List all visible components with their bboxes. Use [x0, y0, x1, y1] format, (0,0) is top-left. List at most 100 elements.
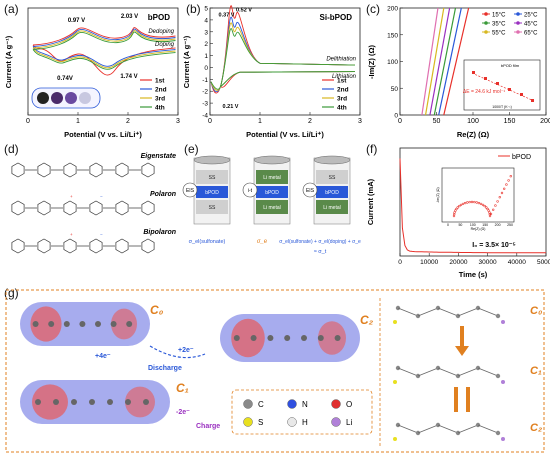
chart-b-xtick: 1 — [258, 118, 262, 125]
cell-layer-label: SS — [209, 205, 216, 211]
chart-c-legend-item: 65°C — [524, 30, 538, 36]
chart-b-xlabel: Potential (V vs. Li/Li⁺) — [246, 130, 324, 139]
chart-f-inset-xtick: 250 — [507, 223, 513, 227]
chart-c: 0 50 100 150 200 0 50 100 150 200 Re(Z) (Ω) -Im(Z… — [367, 6, 550, 140]
chart-c-series-line — [433, 7, 457, 116]
polaron-state-label: Eigenstate — [141, 153, 177, 160]
panel-label-a: (a) — [4, 2, 19, 16]
state-label-right: C₂ — [530, 422, 542, 434]
chart-a-xlabel: Potential (V vs. Li/Li⁺) — [64, 130, 142, 139]
state-label-right: C₁ — [530, 365, 542, 377]
chart-f-inset: Re(Z) (Ω) -Im(Z) (Ω) 0 50 100 150 200 250 — [436, 167, 515, 231]
chart-f-inset-xlabel: Re(Z) (Ω) — [471, 227, 486, 231]
chart-f-legend: bPOD — [512, 154, 531, 161]
chart-b-series-line — [210, 28, 356, 90]
polaron-row: + − Polaron — [11, 191, 176, 216]
molecule-c2 — [220, 314, 360, 362]
chart-b-ylabel: Current (A g⁻¹) — [182, 35, 191, 88]
chart-b-annotation: Delithiation — [326, 56, 356, 62]
chart-b-ytick: -1 — [202, 77, 208, 84]
chart-f-xtick: 0 — [398, 259, 402, 266]
cell-layer-label: bPOD — [205, 190, 219, 196]
chart-a-annotation: 2.03 V — [121, 14, 138, 20]
chart-f-xtick: 40000 — [508, 259, 526, 266]
chart-b-ytick: 2 — [204, 41, 208, 48]
chart-c-series-line — [429, 7, 451, 116]
state-label-right: C₀ — [530, 305, 542, 317]
chart-b-legend-item: 2nd — [337, 87, 349, 94]
chart-a-legend-item: 2nd — [155, 87, 167, 94]
chart-f-inset-xtick: 150 — [482, 223, 488, 227]
chart-f-xtick: 30000 — [479, 259, 497, 266]
chart-b-legend-item: 1st — [337, 78, 347, 85]
chart-b: Si-bPOD 0 1 2 3 5 4 3 2 1 0 -1 -2 -3 -4 Potential (V … — [182, 5, 362, 139]
chart-c-xlabel: Re(Z) (Ω) — [457, 130, 490, 139]
cell-caption-4: ≈ σ_t — [314, 249, 327, 255]
arrow-label: Discharge — [148, 365, 182, 372]
legend-element: O — [346, 400, 352, 409]
chart-b-ytick: -3 — [202, 101, 208, 108]
chart-b-legend-item: 3rd — [337, 96, 347, 103]
panel-label-d: (d) — [4, 142, 19, 156]
chart-f-series-line — [399, 158, 546, 254]
chart-a-ylabel: Current (A g⁻¹) — [4, 35, 13, 88]
chart-a-annotation: 1.74 V — [120, 74, 137, 80]
molecular-diagram: C₀ C₂ C₁ +4e⁻ +2e⁻ Discharge -2e⁻ Charge C N O S H L… — [5, 289, 545, 453]
chart-b-xtick: 3 — [358, 118, 362, 125]
chart-f: 0 10000 20000 30000 40000 50000 Time (s) Curr… — [366, 147, 550, 279]
chart-b-ytick: -2 — [202, 89, 208, 96]
cell-layer-label: SS — [209, 175, 216, 181]
chart-c-series-line — [421, 7, 439, 116]
chart-c-series-line — [424, 7, 445, 116]
chart-c-ylabel: -Im(Z) (Ω) — [367, 45, 376, 79]
state-label-c1: C₁ — [176, 381, 189, 395]
chart-a-xtick: 0 — [26, 118, 30, 125]
stick-molecule — [393, 305, 505, 324]
cell-stack: SS bPOD Li metal EIS — [302, 155, 351, 225]
panel-c: (c) 0 50 100 150 200 0 50 100 150 200 Re(Z) (Ω) -… — [364, 0, 550, 140]
cell-caption-1: σ_el(sulfonate) — [189, 239, 226, 245]
chart-c-ytick: 0 — [394, 113, 398, 120]
chart-c-inset-legend: bPOD film — [501, 63, 520, 68]
chart-c-ytick: 100 — [387, 59, 398, 66]
panel-e: (e) SS bPOD SS EIS Li metal bPOD Li metal i-t SS… — [182, 140, 364, 280]
panel-label-e: (e) — [184, 142, 199, 156]
chart-c-inset-annotation: ΔE = 24.6 kJ mol⁻¹ — [463, 89, 506, 95]
cell-layer-label: Li metal — [263, 175, 281, 181]
legend-element: N — [302, 400, 308, 409]
polaron-state-label: Bipolaron — [143, 229, 176, 236]
cell-layer-label: SS — [329, 175, 336, 181]
chart-a-series-line — [32, 30, 176, 69]
cell-stack: SS bPOD SS EIS — [182, 155, 231, 225]
chart-b-ytick: 4 — [204, 17, 208, 24]
chart-a-legend-item: 3rd — [155, 96, 165, 103]
legend-element: Li — [346, 418, 352, 427]
g-legend-box: C N O S H Li — [231, 389, 373, 435]
chart-b-title: Si-bPOD — [320, 13, 353, 22]
chart-b-legend-item: 4th — [337, 105, 347, 112]
svg-text:+: + — [70, 194, 73, 199]
arrow-label: +2e⁻ — [178, 347, 194, 354]
chart-a-title: bPOD — [148, 13, 170, 22]
chart-c-xtick: 0 — [398, 118, 402, 125]
chart-f-xtick: 10000 — [420, 259, 438, 266]
legend-element: S — [258, 418, 263, 427]
chart-f-inset-xtick: 0 — [447, 223, 449, 227]
chart-c-inset-xlabel: 1000/T (K⁻¹) — [492, 105, 511, 109]
panel-label-b: (b) — [186, 2, 201, 16]
chart-a-annotation: 0.74V — [57, 76, 73, 82]
chart-a-legend-item: 4th — [155, 105, 165, 112]
chart-b-xtick: 0 — [208, 118, 212, 125]
cell-layer-label: Li metal — [323, 205, 341, 211]
svg-text:+: + — [70, 232, 73, 237]
chart-a-series-line — [32, 27, 176, 76]
panel-d: (d) Eigenstate + − Polaron + − Bipolaron — [0, 140, 182, 280]
chart-c-series-line — [438, 7, 462, 116]
legend-element: C — [258, 400, 264, 409]
chart-b-ytick: 5 — [204, 6, 208, 13]
cell-method-label: EIS — [186, 188, 195, 194]
arrow-label: Charge — [196, 423, 220, 430]
chart-b-annotation: 0.21 V — [223, 104, 239, 110]
chart-c-xtick: 150 — [504, 118, 516, 125]
